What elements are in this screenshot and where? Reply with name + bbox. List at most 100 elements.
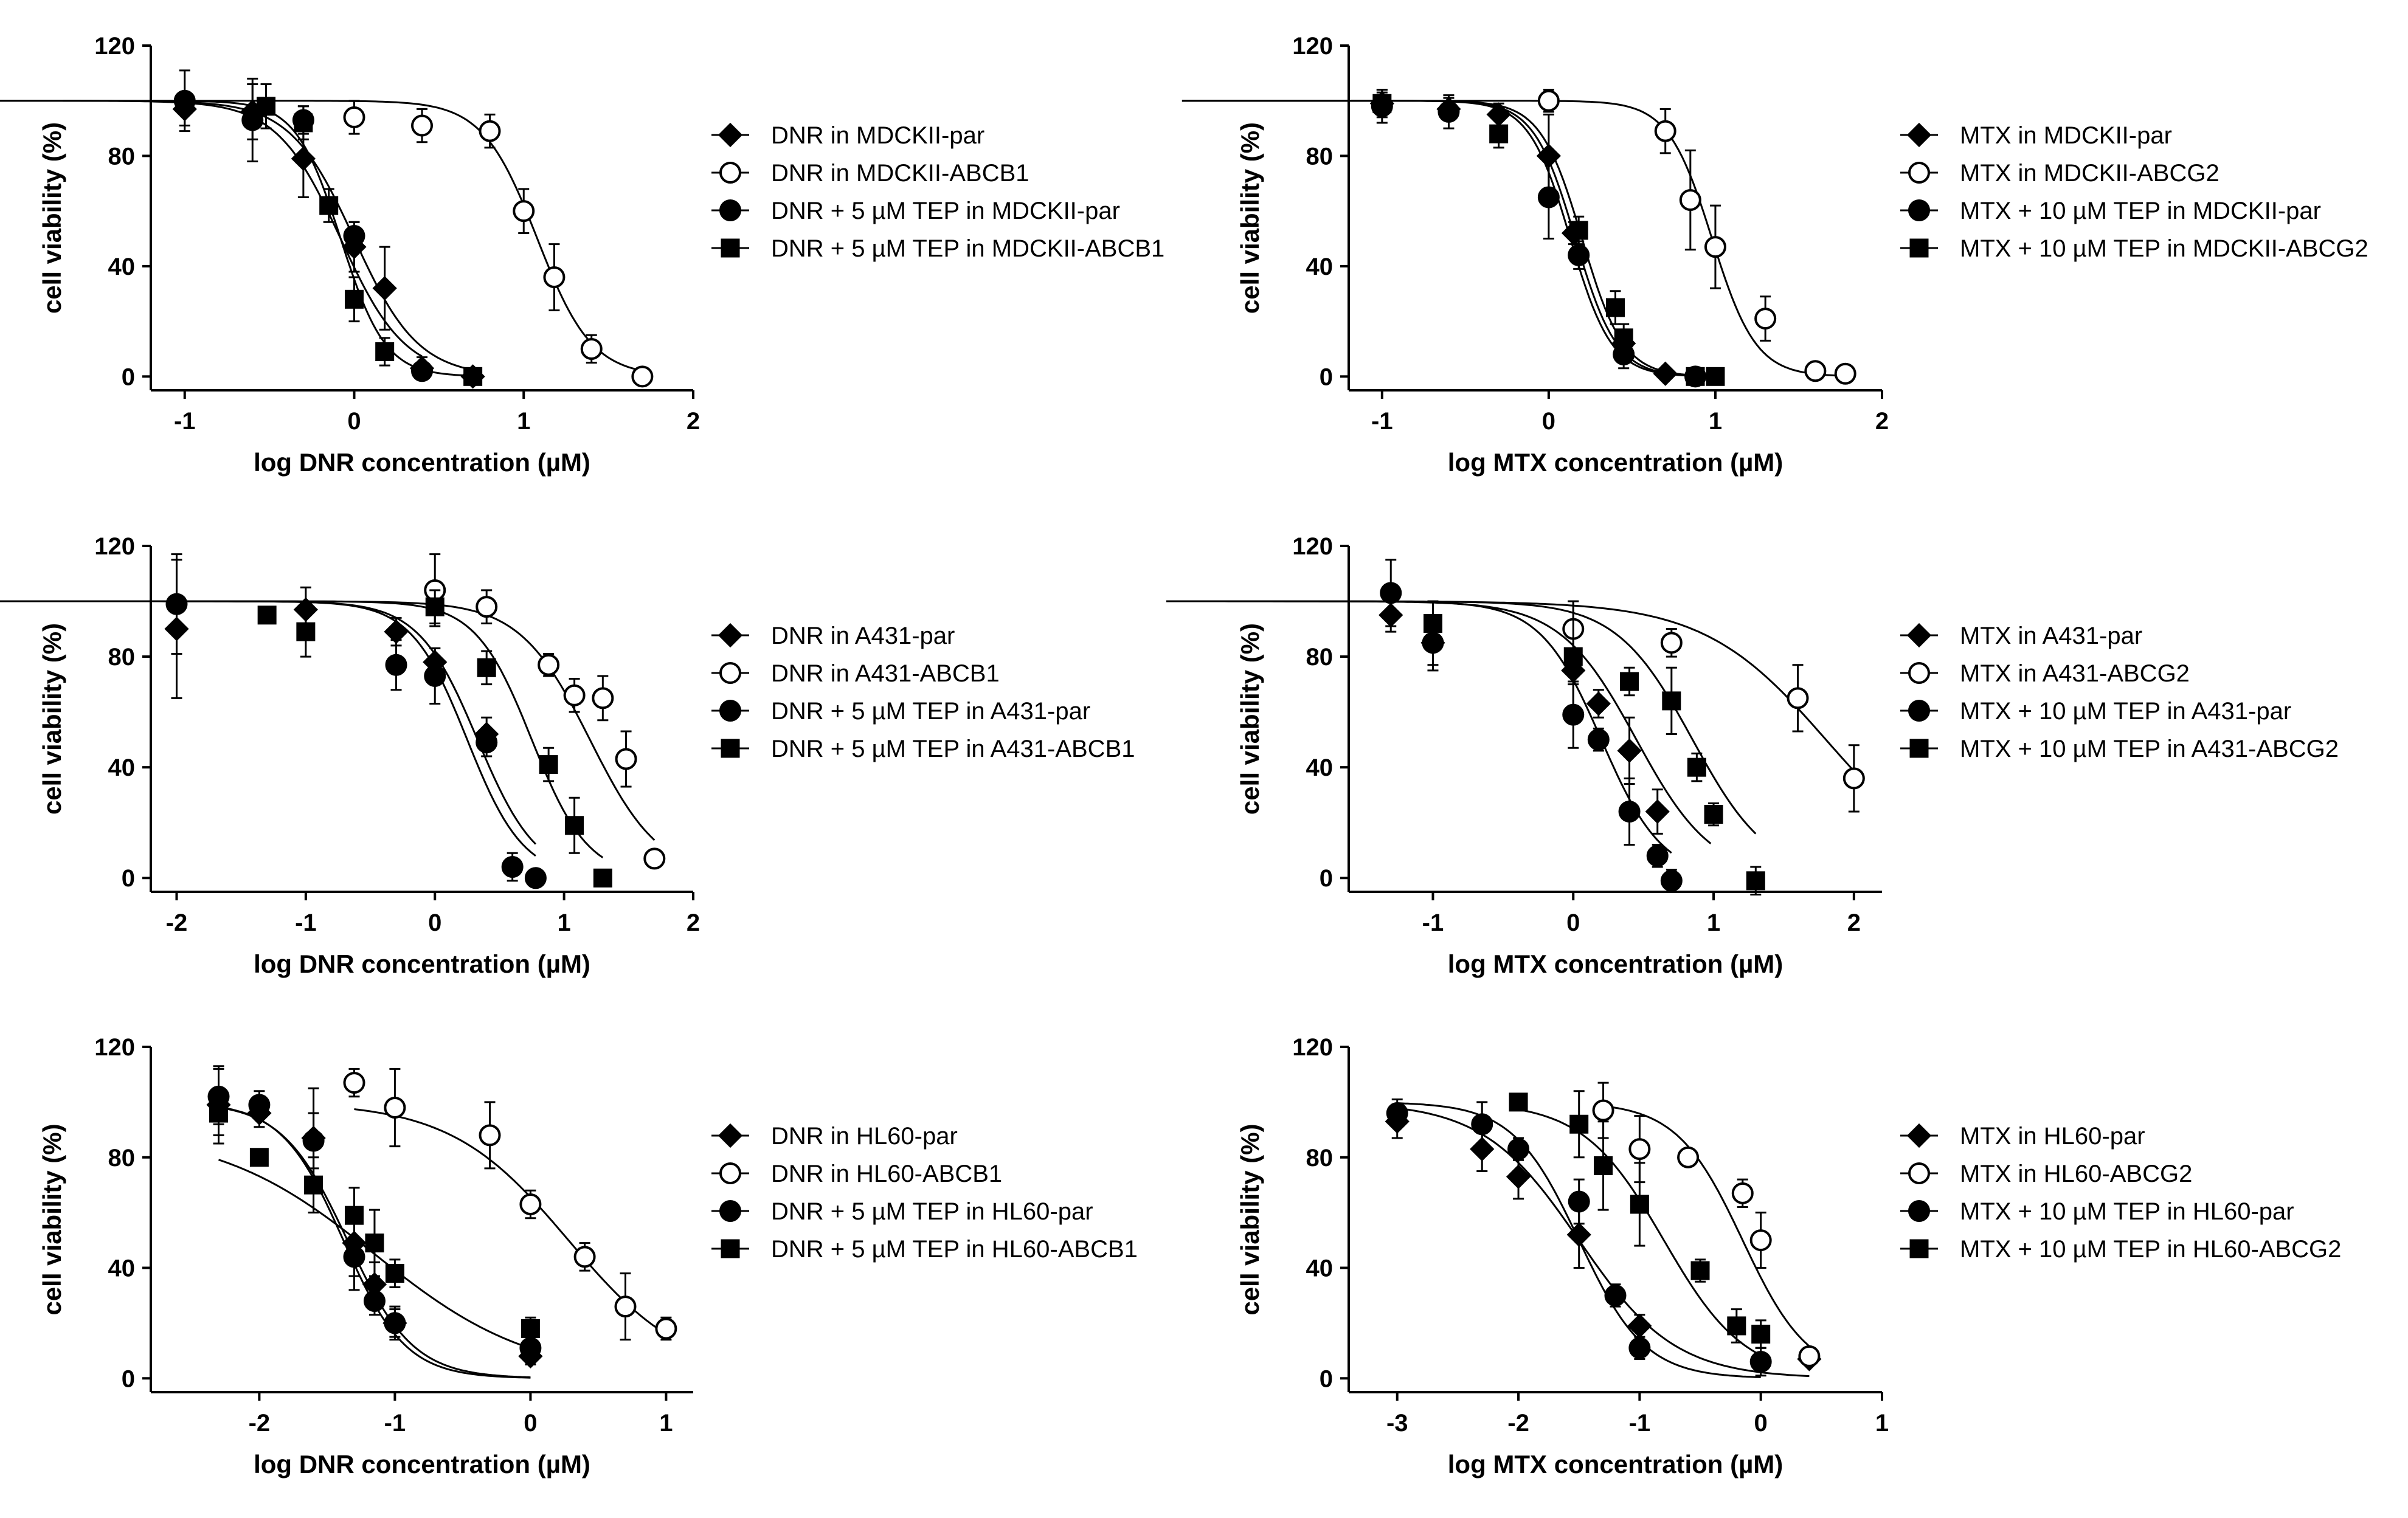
legend-label: MTX in MDCKII-ABCG2 [1960, 160, 2219, 187]
data-point [1509, 1092, 1528, 1112]
data-point [476, 596, 498, 618]
y-tick-label: 120 [94, 1034, 135, 1061]
data-point [304, 1175, 323, 1195]
data-point [1662, 691, 1681, 711]
data-point [365, 1233, 384, 1253]
data-point [1646, 844, 1669, 867]
legend-entry: DNR + 5 µM TEP in HL60-ABCB1 [711, 1236, 1138, 1263]
chart-panel-5: 0 40 80 120 -2 -1 0 1 log DNR concentration (µM)… [38, 1034, 1138, 1478]
data-point [1372, 94, 1392, 113]
legend-marker [718, 1123, 743, 1148]
x-tick-label: 2 [1875, 408, 1889, 435]
legend-entry: MTX in MDCKII-ABCG2 [1900, 160, 2219, 187]
data-point [1438, 100, 1460, 123]
data-point [1594, 1156, 1613, 1175]
data-point [1749, 1351, 1772, 1373]
x-tick-label: -2 [249, 1410, 271, 1437]
y-tick-label: 0 [1320, 1365, 1333, 1392]
legend-label: DNR + 5 µM TEP in HL60-ABCB1 [771, 1236, 1138, 1263]
legend-marker [1908, 1200, 1930, 1222]
data-point [1704, 236, 1726, 258]
x-tick-label: -1 [295, 909, 317, 936]
y-tick-label: 80 [108, 644, 136, 671]
chart-panel-1: 0 40 80 120 -1 0 1 2 log DNR concentration (µM) c… [0, 33, 1164, 477]
data-point [343, 1246, 365, 1268]
x-tick-label: 0 [524, 1410, 537, 1437]
chart-panel-3: 0 40 80 120 -2 -1 0 1 2 log DNR concentration (µM… [0, 533, 1135, 978]
data-point [1751, 1325, 1771, 1344]
legend-marker [719, 162, 741, 184]
data-point [479, 1124, 501, 1147]
x-tick-label: -1 [1371, 408, 1393, 435]
x-tick-label: 0 [1566, 909, 1580, 936]
y-tick-label: 120 [94, 533, 135, 560]
data-point [1617, 738, 1642, 763]
legend-label: DNR in HL60-ABCB1 [771, 1161, 1002, 1187]
data-point [1507, 1138, 1530, 1161]
legend-label: DNR in A431-ABCB1 [771, 660, 1000, 687]
legend-entry: DNR in A431-ABCB1 [711, 660, 1000, 687]
y-axis-label: cell viability (%) [1236, 623, 1264, 815]
data-point [1804, 360, 1827, 382]
legend-label: MTX + 10 µM TEP in HL60-ABCG2 [1960, 1236, 2341, 1263]
data-point [257, 97, 276, 116]
series-4 [63, 83, 483, 386]
legend-marker [1909, 739, 1929, 758]
chart-panel-2: 0 40 80 120 -1 0 1 2 log MTX concentration (µM) c… [1182, 33, 2368, 477]
data-point [501, 856, 524, 878]
data-point [565, 816, 584, 835]
data-point [1537, 89, 1560, 112]
data-point [1537, 186, 1560, 209]
series-4 [1182, 89, 1725, 386]
data-point [1679, 189, 1701, 212]
data-point [1704, 805, 1723, 824]
x-tick-label: -2 [1507, 1410, 1529, 1437]
y-axis-label: cell viability (%) [38, 122, 66, 314]
y-tick-label: 120 [94, 33, 135, 60]
data-point [1618, 800, 1641, 823]
fit-curve [0, 100, 473, 371]
legend-marker [721, 1239, 740, 1258]
legend-marker [1909, 238, 1929, 258]
y-tick-label: 40 [108, 254, 136, 280]
y-tick-label: 40 [108, 754, 136, 781]
data-point [524, 867, 547, 889]
data-point [1842, 767, 1865, 790]
data-point [385, 1264, 404, 1283]
data-point [1569, 221, 1588, 240]
data-point [463, 367, 483, 386]
legend-entry: DNR + 5 µM TEP in MDCKII-ABCB1 [711, 235, 1164, 262]
legend-marker [718, 623, 743, 648]
y-tick-label: 80 [1306, 1145, 1334, 1171]
fit-curve [0, 600, 536, 857]
data-point [384, 1096, 406, 1119]
data-point [296, 622, 316, 641]
data-point [631, 365, 654, 388]
series-4 [0, 589, 612, 888]
legend-marker [719, 662, 741, 684]
data-point [424, 664, 446, 687]
data-point [519, 1193, 542, 1216]
y-tick-label: 40 [1306, 254, 1334, 280]
legend-marker [719, 700, 741, 722]
data-point [1620, 672, 1639, 691]
x-tick-label: -2 [166, 909, 188, 936]
data-point [294, 113, 313, 133]
legend-entry: MTX + 10 µM TEP in A431-par [1900, 698, 2291, 725]
legend-entry: MTX in A431-par [1900, 623, 2142, 649]
y-tick-label: 0 [1320, 865, 1333, 892]
data-point [1787, 687, 1809, 709]
data-point [1628, 1138, 1651, 1161]
data-point [248, 1094, 271, 1116]
y-tick-label: 120 [1292, 33, 1333, 60]
data-point [1586, 691, 1611, 716]
series-2 [1592, 1082, 1821, 1367]
data-point [1471, 1113, 1493, 1136]
y-tick-label: 80 [1306, 143, 1334, 170]
data-point [1687, 757, 1706, 777]
legend-marker [1906, 122, 1932, 148]
data-point [563, 684, 586, 706]
x-tick-label: 1 [1707, 909, 1720, 936]
legend-label: DNR + 5 µM TEP in MDCKII-ABCB1 [771, 235, 1164, 262]
data-point [319, 196, 339, 215]
